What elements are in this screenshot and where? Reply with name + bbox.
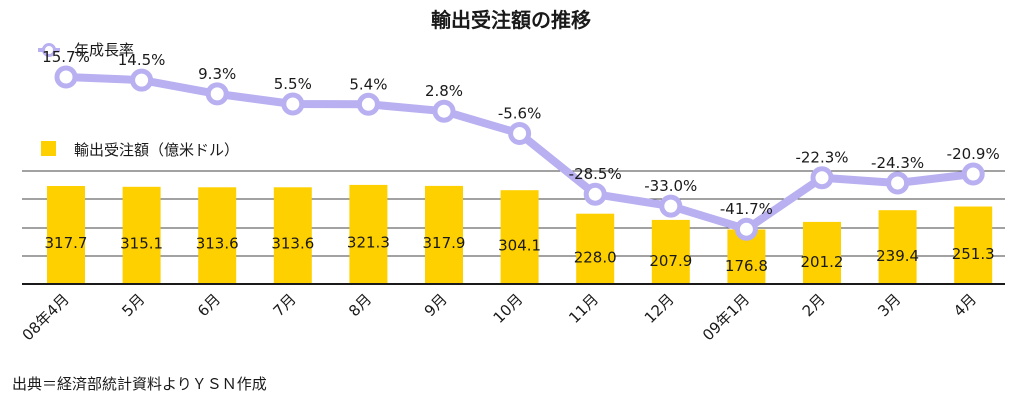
- chart-title: 輸出受注額の推移: [431, 8, 591, 32]
- bar-value-label: 317.9: [423, 234, 466, 252]
- x-axis-ticks: 08年4月 5月 6月 7月 8月 9月 10月 11月 12月 09年1月 2月 3月 4月: [19, 290, 980, 344]
- x-tick-label: 8月: [345, 290, 375, 320]
- legend-bar-swatch: [41, 141, 56, 156]
- bar-value-label: 313.6: [196, 235, 239, 253]
- x-tick-label: 12月: [641, 290, 678, 327]
- bar: [349, 184, 388, 284]
- x-tick-label: 11月: [565, 290, 602, 327]
- bar: [651, 219, 690, 284]
- bar: [47, 186, 85, 284]
- bar-series: [47, 184, 993, 284]
- x-tick-label: 9月: [421, 290, 451, 320]
- bar: [273, 187, 312, 284]
- legend-bar-label: 輸出受注額（億米ドル）: [74, 141, 239, 159]
- growth-rate-label: -41.7%: [720, 200, 773, 218]
- source-note: 出典＝経済部統計資料よりＹＳＮ作成: [12, 375, 267, 393]
- bar: [803, 221, 841, 284]
- bar-value-label: 176.8: [725, 257, 768, 275]
- growth-rate-label: -22.3%: [795, 149, 848, 167]
- bar: [954, 206, 993, 284]
- bar-value-labels: 317.7 315.1 313.6 313.6 321.3 317.9 304.1 228.0…: [45, 234, 995, 276]
- growth-rate-marker: [130, 68, 154, 92]
- growth-rate-label: 9.3%: [198, 65, 236, 83]
- growth-rate-label: 5.5%: [274, 75, 312, 93]
- legend-line-label: 年成長率: [74, 41, 134, 59]
- x-tick-label: 5月: [118, 290, 148, 320]
- growth-rate-marker: [281, 92, 305, 116]
- bar: [878, 210, 917, 284]
- bar-value-label: 317.7: [45, 234, 88, 252]
- growth-rate-labels: 15.7% 14.5% 9.3% 5.5% 5.4% 2.8% -5.6% -28.5% -33…: [42, 48, 1000, 218]
- growth-rate-label: 5.4%: [349, 75, 387, 93]
- growth-rate-marker: [961, 162, 985, 186]
- bar: [425, 185, 463, 284]
- growth-rate-label: 2.8%: [425, 82, 463, 100]
- legend-bar: 輸出受注額（億米ドル）: [41, 141, 239, 159]
- growth-rate-marker: [432, 99, 456, 123]
- bar-value-label: 313.6: [271, 235, 314, 253]
- growth-rate-marker: [886, 171, 910, 195]
- bar: [576, 213, 615, 284]
- bar: [500, 190, 539, 284]
- x-tick-label: 09年1月: [699, 290, 753, 344]
- x-tick-label: 08年4月: [19, 290, 73, 344]
- legend-line: 年成長率: [38, 41, 134, 59]
- bar-value-label: 315.1: [120, 235, 163, 253]
- bar-value-label: 228.0: [574, 249, 617, 267]
- x-tick-label: 10月: [490, 290, 527, 327]
- bar: [198, 187, 237, 284]
- bar-value-label: 201.2: [801, 253, 844, 271]
- growth-rate-series: [54, 65, 985, 241]
- legend-line-marker: [42, 43, 56, 57]
- growth-rate-label: -33.0%: [644, 177, 697, 195]
- bar-value-label: 207.9: [649, 252, 692, 270]
- growth-rate-marker: [508, 122, 532, 145]
- growth-rate-label: -24.3%: [871, 154, 924, 172]
- x-tick-label: 3月: [874, 290, 904, 320]
- growth-rate-marker: [205, 82, 229, 106]
- x-tick-label: 2月: [799, 290, 829, 320]
- growth-rate-marker: [54, 65, 78, 89]
- growth-rate-marker: [659, 194, 683, 218]
- bar-value-label: 251.3: [952, 245, 995, 263]
- bar-value-label: 321.3: [347, 234, 390, 252]
- growth-rate-label: -28.5%: [569, 165, 622, 183]
- growth-rate-label: -20.9%: [947, 145, 1000, 163]
- growth-rate-marker: [810, 166, 834, 190]
- growth-rate-label: 15.7%: [42, 48, 90, 66]
- growth-rate-marker: [583, 182, 607, 206]
- growth-rate-label: 14.5%: [118, 51, 166, 69]
- growth-rate-marker: [356, 92, 380, 116]
- bar-value-label: 304.1: [498, 236, 541, 254]
- bar: [122, 186, 161, 284]
- x-tick-label: 7月: [270, 290, 300, 320]
- x-tick-label: 4月: [950, 290, 980, 320]
- x-tick-label: 6月: [194, 290, 224, 320]
- growth-rate-marker: [734, 217, 758, 241]
- bar-value-label: 239.4: [876, 247, 919, 265]
- growth-rate-label: -5.6%: [498, 105, 542, 123]
